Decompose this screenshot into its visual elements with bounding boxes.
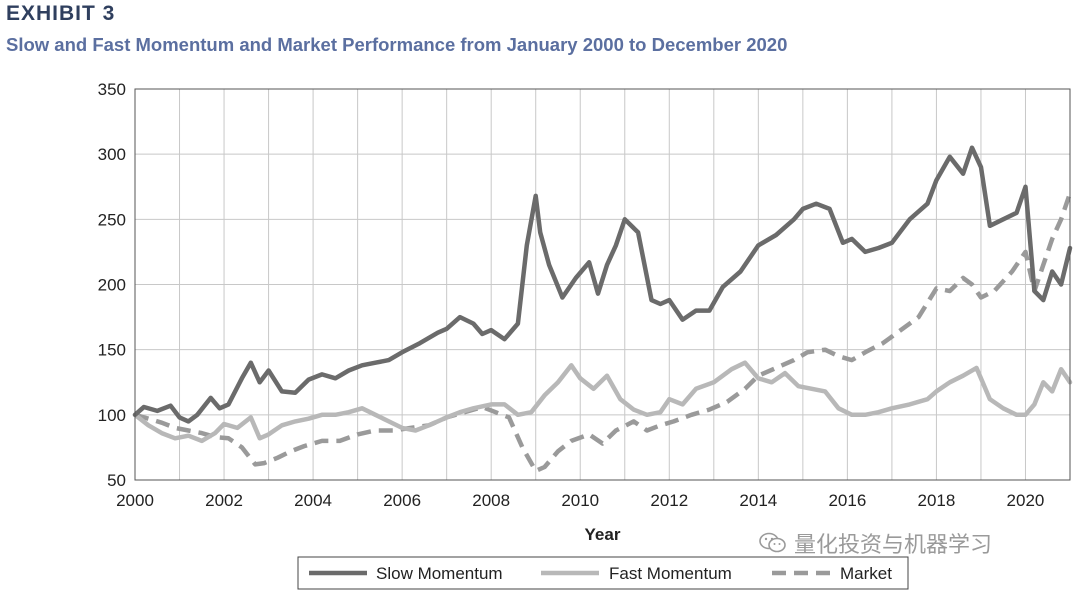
y-tick-label: 50 (107, 471, 126, 490)
y-tick-label: 100 (98, 406, 126, 425)
y-tick-label: 150 (98, 341, 126, 360)
legend-label: Market (840, 564, 892, 583)
y-axis-ticks: 50 100 150 200 250 300 350 (98, 80, 126, 490)
watermark: 量化投资与机器学习 (758, 527, 992, 559)
x-tick-label: 2016 (828, 491, 866, 510)
series-line-slow-momentum (132, 145, 1073, 424)
y-tick-label: 250 (98, 210, 126, 229)
series-line-market (134, 192, 1073, 474)
x-tick-label: 2002 (205, 491, 243, 510)
plot-frame (134, 88, 1071, 481)
x-tick-label: 2012 (650, 491, 688, 510)
x-axis-label: Year (585, 525, 621, 544)
legend-label: Fast Momentum (609, 564, 732, 583)
legend-label: Slow Momentum (376, 564, 503, 583)
chart-title: Slow and Fast Momentum and Market Perfor… (6, 34, 788, 55)
x-tick-label: 2006 (383, 491, 421, 510)
x-tick-label: 2008 (472, 491, 510, 510)
legend: Slow Momentum Fast Momentum Market (297, 556, 909, 590)
series-line-fast-momentum (132, 360, 1073, 444)
y-tick-label: 200 (98, 276, 126, 295)
series-group (132, 145, 1073, 474)
x-tick-label: 2014 (739, 491, 777, 510)
watermark-text: 量化投资与机器学习 (794, 532, 993, 557)
x-tick-label: 2010 (561, 491, 599, 510)
y-tick-label: 300 (98, 145, 126, 164)
exhibit-label: EXHIBIT 3 (6, 2, 116, 25)
x-tick-label: 2000 (116, 491, 154, 510)
x-axis-ticks: 2000 2002 2004 2006 2008 2010 2012 2014 2016 2018… (116, 491, 1044, 510)
x-tick-label: 2018 (918, 491, 956, 510)
x-tick-label: 2004 (294, 491, 332, 510)
x-tick-label: 2020 (1007, 491, 1045, 510)
y-tick-label: 350 (98, 80, 126, 99)
wechat-icon (759, 532, 786, 553)
